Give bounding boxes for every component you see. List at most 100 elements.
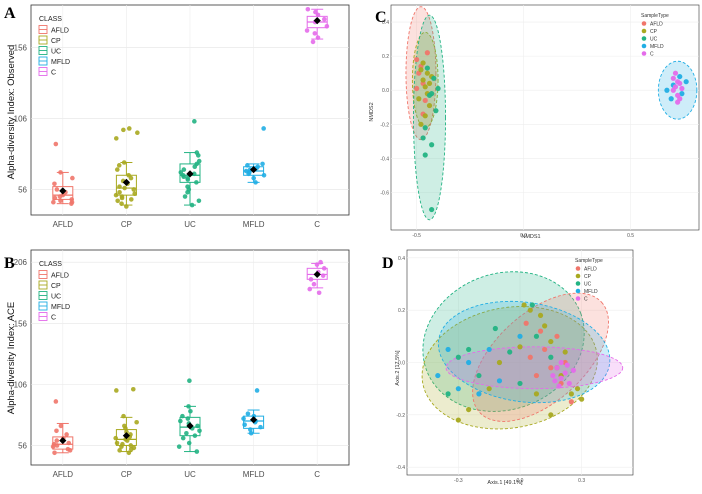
panel-c-point-uc — [435, 85, 441, 92]
panel-d-x-tick-label: 0.3 — [578, 478, 585, 484]
panel-d-x-tick-label: 0.0 — [517, 478, 524, 484]
panel-a-point-c — [321, 16, 327, 22]
panel-c-x-tick-label: -0.5 — [412, 233, 421, 239]
panel-b-point-cp — [130, 386, 136, 392]
panel-b-mean-marker-afld — [59, 436, 67, 445]
panel-a-point-c — [312, 31, 318, 36]
panel-c-point-c — [672, 70, 679, 76]
panel-b-point-afld — [51, 441, 57, 447]
panel-b-mean-marker-uc — [186, 422, 194, 430]
panel-c-legend-label-mfld: MFLD — [650, 44, 664, 50]
panel-a-point-cp — [121, 127, 126, 133]
panel-c-y-axis-title: NMDS2 — [369, 102, 375, 121]
panel-a-mean-marker-afld — [59, 187, 67, 195]
panel-a-y-tick-label: 156 — [14, 44, 28, 53]
panel-a-point-mfld — [243, 168, 249, 174]
panel-c-point-cp — [418, 67, 424, 73]
panel-b-legend-label-cp: CP — [51, 283, 61, 290]
panel-d-point-c — [562, 370, 568, 376]
panel-a-point-cp — [114, 167, 120, 172]
panel-d-point-mfld — [435, 372, 441, 379]
panel-b-point-uc — [176, 444, 182, 449]
panel-a-point-cp — [131, 187, 137, 192]
panel-b-point-cp — [121, 413, 126, 419]
panel-d-point-afld — [533, 372, 540, 379]
panel-d-point-uc — [548, 354, 554, 360]
panel-c-point-cp — [422, 113, 428, 119]
panel-a-legend-title: CLASS — [39, 16, 62, 23]
panel-a-point-afld — [54, 187, 60, 192]
panel-d-point-afld — [523, 320, 529, 326]
panel-d-letter: D — [382, 255, 394, 272]
panel-b-point-c — [307, 286, 313, 292]
panel-d-legend-key-cp — [575, 273, 581, 279]
panel-a-mean-marker-mfld — [250, 165, 258, 174]
panel-b-point-uc — [188, 408, 193, 414]
panel-a-point-uc — [196, 198, 202, 204]
panel-c-point-mfld — [677, 73, 683, 80]
panel-d-point-afld — [542, 346, 548, 353]
panel-d-point-c — [552, 378, 558, 384]
panel-b: B 56 106 156 206 AFLD CP UC MFLD C CLASS AFLD CP UC M… — [4, 249, 350, 479]
panel-b-y-tick-label: 56 — [18, 441, 27, 450]
panel-c-x-axis-title: NMDS1 — [521, 234, 540, 240]
panel-a-point-afld — [69, 197, 75, 202]
panel-d-point-uc — [476, 372, 482, 379]
panel-c-legend-title: SampleType — [641, 13, 669, 19]
panel-c-ellipse-uc — [413, 14, 446, 221]
panel-d-point-cp — [548, 338, 554, 345]
panel-c-point-afld — [414, 85, 420, 92]
panel-b-point-cp — [128, 443, 134, 448]
panel-d-point-uc — [517, 380, 523, 387]
panel-c-x-tick-label: 0.5 — [627, 233, 634, 239]
panel-c: C -0.5 0.0 0.5 0.4 0.2 0.0 -0.2 -0.4 -0.6 SampleT… — [369, 4, 700, 240]
panel-b-point-uc — [187, 378, 192, 384]
panel-b-point-cp — [120, 441, 125, 447]
panel-d-point-mfld — [476, 391, 482, 397]
panel-c-point-c — [675, 79, 681, 85]
panel-c-legend-key-uc — [641, 36, 647, 41]
panel-c-x-tick-label: 0.0 — [520, 233, 527, 239]
panel-b-point-uc — [185, 416, 191, 421]
panel-d-point-c — [566, 380, 572, 387]
panel-d-point-cp — [521, 302, 527, 308]
panel-b-point-cp — [122, 423, 127, 429]
panel-b-point-uc — [186, 440, 192, 446]
panel-a-point-cp — [122, 185, 127, 191]
panel-d-legend-key-c — [575, 296, 581, 301]
panel-b-legend-label-c: C — [51, 315, 56, 322]
panel-b-point-cp — [126, 450, 132, 456]
panel-a-legend-label-c: C — [51, 70, 56, 77]
panel-b-y-tick-label: 156 — [14, 319, 28, 328]
panel-a-x-tick-label: UC — [184, 220, 196, 229]
panel-b-point-afld — [54, 428, 59, 434]
panel-d-legend-label-cp: CP — [584, 274, 592, 280]
panel-d-point-c — [556, 383, 562, 389]
panel-a-point-uc — [191, 171, 197, 177]
panel-a-point-afld — [51, 199, 56, 205]
panel-b-point-c — [314, 262, 320, 267]
panel-c-legend-key-cp — [641, 28, 647, 34]
panel-b-point-mfld — [258, 424, 263, 430]
panel-d-point-afld — [527, 354, 533, 360]
panel-a-point-c — [305, 6, 311, 12]
panel-c-point-uc — [431, 75, 437, 81]
panel-d-point-mfld — [445, 346, 451, 353]
panel-d-point-cp — [542, 323, 548, 329]
panel-a-point-cp — [129, 197, 134, 202]
panel-c-point-cp — [420, 77, 426, 83]
panel-d-point-c — [558, 359, 564, 366]
panel-d-point-uc — [529, 302, 535, 308]
panel-d-point-afld — [548, 365, 554, 371]
panel-d-y-axis-title: Axis.2 [17.5%] — [395, 350, 401, 386]
panel-d-point-uc — [533, 333, 540, 339]
panel-b-point-mfld — [248, 430, 254, 436]
panel-b-y-tick-label: 106 — [14, 380, 28, 389]
panel-b-y-axis-title: Alpha-diversity Index: ACE — [6, 302, 17, 414]
panel-a-point-uc — [194, 150, 200, 155]
panel-a-point-cp — [124, 204, 129, 209]
panel-a-point-cp — [135, 130, 140, 136]
panel-d-legend-key-uc — [575, 281, 581, 286]
panel-c-point-uc — [420, 135, 426, 141]
panel-d-ellipse-afld — [472, 292, 609, 422]
